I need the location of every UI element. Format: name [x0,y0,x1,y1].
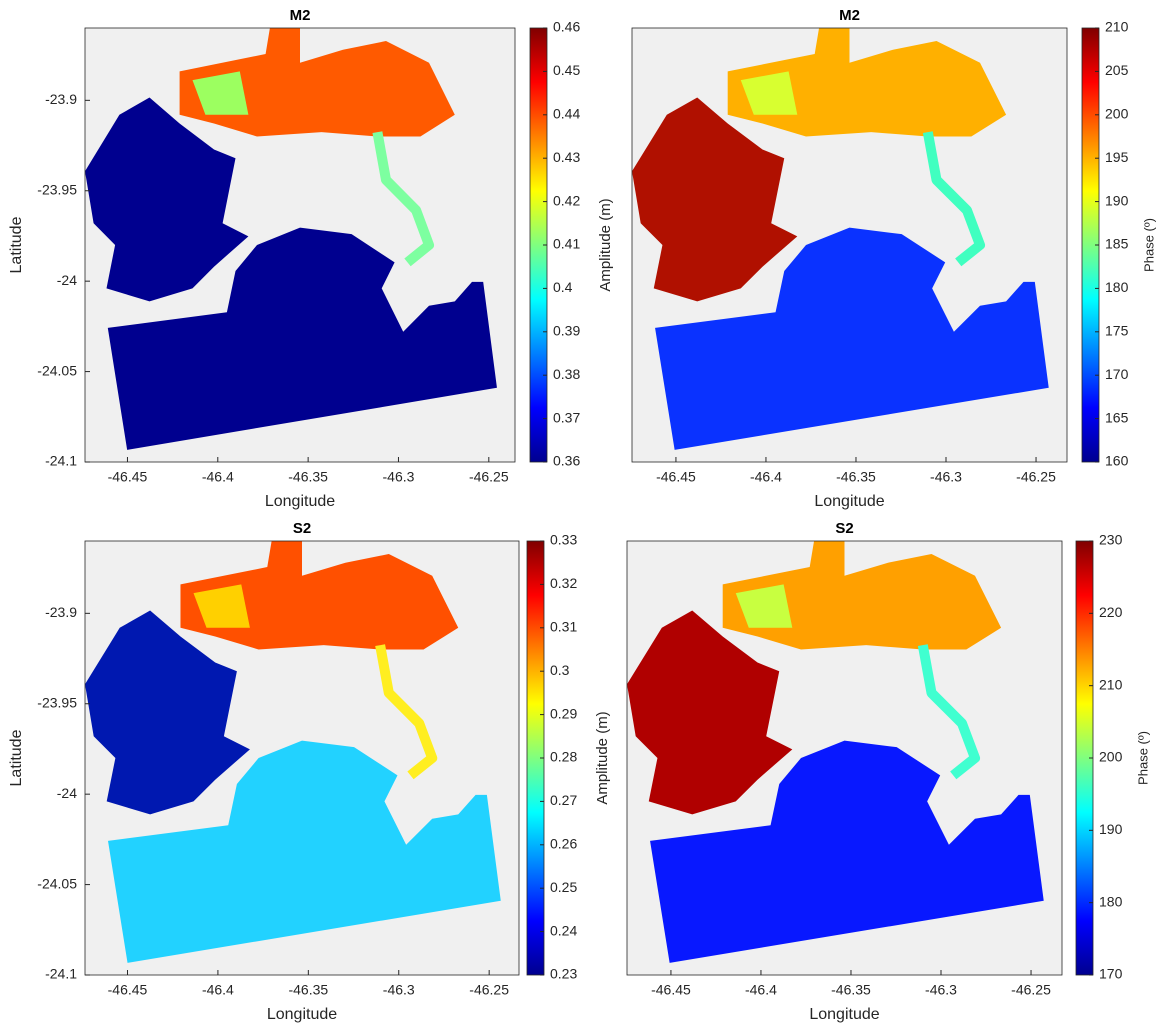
colorbar-tick-label: 0.29 [550,705,577,721]
colorbar-tick-label: 230 [1099,532,1123,548]
x-tick-label: -46.4 [750,469,782,485]
y-tick-label: -23.9 [45,604,77,620]
colorbar-tick-label: 180 [1105,279,1129,295]
colorbar-tick-label: 210 [1099,676,1123,692]
colorbar-tick-label: 170 [1105,366,1129,382]
colorbar-tick-label: 185 [1105,236,1129,252]
colorbar-tick-label: 0.43 [553,149,580,165]
colorbar-label: Amplitude (m) [594,711,611,804]
x-axis-label: Longitude [809,1006,879,1023]
y-tick-label: -23.9 [45,91,77,107]
colorbar-tick-label: 205 [1105,62,1129,78]
x-tick-label: -46.35 [836,469,876,485]
colorbar-tick-label: 0.44 [553,106,580,122]
colorbar-tick-label: 0.23 [550,966,577,982]
x-tick-label: -46.35 [831,982,871,998]
colorbar-tick-label: 175 [1105,323,1129,339]
colorbar-label: Phase (º) [1141,218,1156,272]
colorbar-tick-label: 200 [1105,106,1129,122]
x-tick-label: -46.3 [383,982,415,998]
x-tick-label: -46.45 [656,469,696,485]
colorbar-tick-label: 0.39 [553,323,580,339]
colorbar-tick-label: 0.27 [550,792,577,808]
colorbar-tick-label: 190 [1105,192,1129,208]
x-tick-label: -46.3 [383,469,415,485]
y-tick-label: -23.95 [37,694,77,710]
colorbar-tick-label: 0.28 [550,749,577,765]
y-tick-label: -24 [57,785,77,801]
colorbar-tick-label: 0.4 [553,279,573,295]
colorbar-tick-label: 190 [1099,821,1123,837]
figure: M2 -46.45 -46.4 -46.35 -46.3 -46.25 Longitude -… [0,0,1162,1028]
y-tick-label: -24.05 [37,875,77,891]
colorbar-tick-label: 0.37 [553,409,580,425]
y-tick-label: -24.05 [37,362,77,378]
colorbar-tick-label: 0.31 [550,619,577,635]
x-tick-label: -46.45 [651,982,691,998]
x-tick-label: -46.45 [108,982,148,998]
y-tick-label: -24 [57,272,77,288]
colorbar-tick-label: 0.26 [550,836,577,852]
x-axis-label: Longitude [267,1006,337,1023]
chart-title: M2 [839,7,860,24]
colorbar-tick-label: 0.42 [553,192,580,208]
colorbar-tick-label: 195 [1105,149,1129,165]
colorbar-tick-label: 170 [1099,966,1123,982]
x-tick-label: -46.4 [202,469,234,485]
colorbar-tick-label: 0.3 [550,662,570,678]
colorbar-tick-label: 220 [1099,604,1123,620]
x-tick-label: -46.25 [469,469,509,485]
y-axis-label: Latitude [8,729,25,786]
x-axis-label: Longitude [814,493,884,510]
x-axis-label: Longitude [265,493,335,510]
colorbar-tick-label: 180 [1099,893,1123,909]
colorbar-tick-label: 0.24 [550,922,577,938]
colorbar-tick-label: 200 [1099,749,1123,765]
colorbar-label: Phase (º) [1135,731,1150,785]
x-tick-label: -46.45 [108,469,148,485]
colorbar-tick-label: 210 [1105,19,1129,35]
colorbar-tick-label: 165 [1105,409,1129,425]
colorbar-tick-label: 0.41 [553,236,580,252]
colorbar-tick-label: 160 [1105,453,1129,469]
y-axis-label: Latitude [8,216,25,273]
x-tick-label: -46.3 [925,982,957,998]
x-tick-label: -46.25 [1016,469,1056,485]
colorbar-tick-label: 0.45 [553,62,580,78]
chart-title: S2 [835,520,853,537]
y-tick-label: -23.95 [37,181,77,197]
colorbar-tick-label: 0.36 [553,453,580,469]
y-tick-label: -24.1 [45,966,77,982]
x-tick-label: -46.3 [930,469,962,485]
colorbar-label: Amplitude (m) [597,198,614,291]
colorbar-tick-label: 0.46 [553,19,580,35]
x-tick-label: -46.35 [288,982,328,998]
x-tick-label: -46.35 [288,469,328,485]
x-tick-label: -46.4 [745,982,777,998]
colorbar-tick-label: 0.25 [550,879,577,895]
colorbar-tick-label: 0.38 [553,366,580,382]
colorbar-tick-label: 0.32 [550,575,577,591]
y-tick-label: -24.1 [45,453,77,469]
colorbar-tick-label: 0.33 [550,532,577,548]
chart-title: S2 [293,520,311,537]
x-tick-label: -46.25 [469,982,509,998]
chart-title: M2 [290,7,311,24]
x-tick-label: -46.25 [1011,982,1051,998]
x-tick-label: -46.4 [202,982,234,998]
